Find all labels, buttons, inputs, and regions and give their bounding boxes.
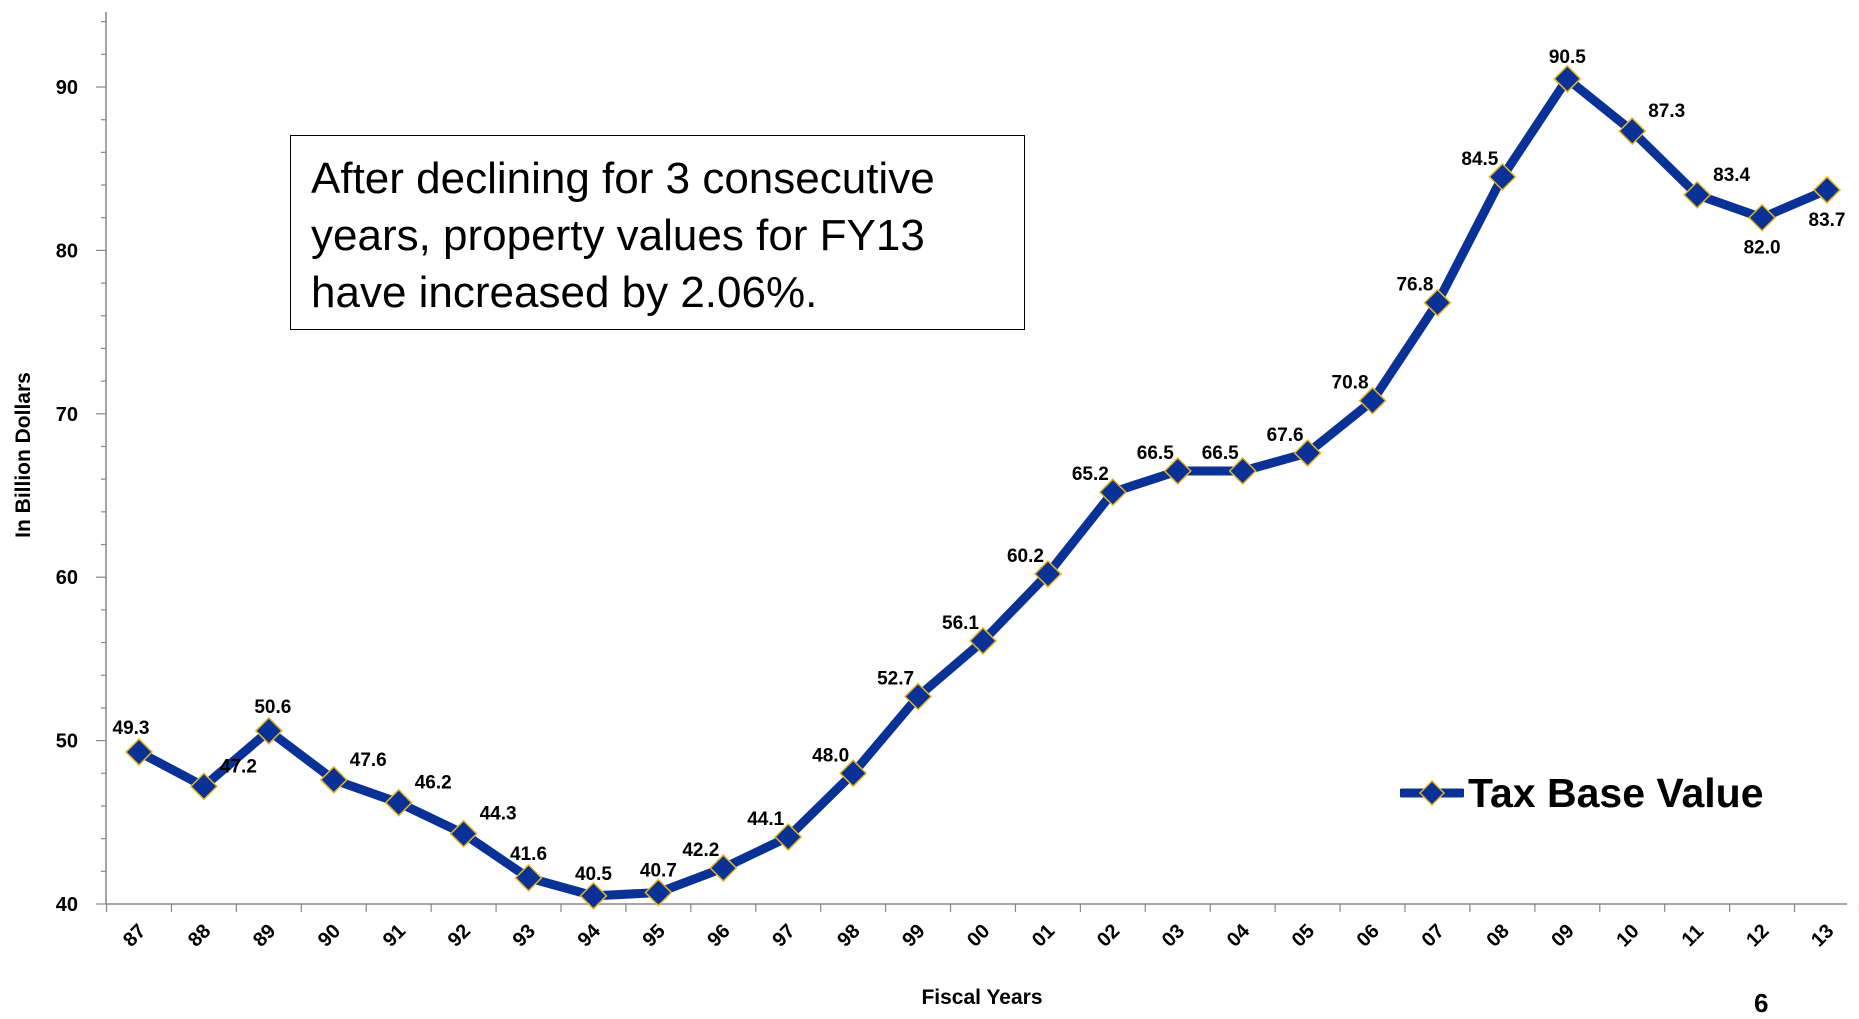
x-tick-label: 02	[1093, 920, 1124, 951]
x-tick-label: 94	[574, 919, 606, 951]
data-point-marker	[1293, 438, 1322, 468]
data-point-marker	[254, 716, 283, 745]
x-tick-label: 00	[963, 920, 994, 951]
data-label: 48.0	[812, 745, 849, 766]
data-point-marker	[1098, 478, 1127, 507]
annotation-text: After declining for 3 consecutive years,…	[311, 154, 935, 317]
data-point-marker	[644, 878, 673, 907]
data-point-marker	[124, 737, 154, 767]
chart-axes	[96, 12, 1859, 912]
data-label: 52.7	[877, 668, 914, 689]
x-tick-label: 10	[1612, 920, 1643, 951]
x-tick-label: 06	[1353, 920, 1384, 951]
data-label: 70.8	[1332, 373, 1369, 394]
x-tick-label: 92	[444, 920, 475, 951]
data-point-marker	[839, 759, 868, 788]
y-tick-label: 60	[56, 567, 78, 589]
data-point-marker	[709, 853, 738, 883]
data-label: 44.3	[480, 804, 517, 825]
data-label: 83.7	[1809, 210, 1846, 231]
data-point-marker	[1553, 64, 1582, 93]
data-label: 87.3	[1648, 101, 1685, 122]
x-tick-label: 93	[509, 920, 540, 951]
data-label: 40.7	[640, 861, 677, 882]
x-tick-label: 89	[249, 920, 280, 951]
data-point-marker	[1423, 288, 1452, 317]
data-label: 44.1	[747, 809, 784, 830]
page-number: 6	[1754, 988, 1769, 1018]
data-label: 41.6	[510, 844, 547, 865]
x-tick-label: 11	[1678, 920, 1709, 951]
data-labels-group: 49.3 47.2 50.6 47.6 46.2 44.3 41.6 40.5 40.742.2…	[113, 47, 1846, 885]
annotation-box: After declining for 3 consecutive years,…	[290, 135, 1025, 330]
x-tick-label: 01	[1028, 920, 1059, 951]
legend-label: Tax Base Value	[1468, 769, 1764, 816]
data-label: 40.5	[575, 864, 612, 885]
data-point-marker	[968, 626, 998, 655]
data-point-marker	[319, 765, 348, 794]
data-label: 49.3	[113, 718, 150, 739]
x-tick-label: 12	[1742, 920, 1773, 951]
x-tick-label: 96	[703, 920, 734, 951]
data-label: 42.2	[682, 840, 719, 861]
y-axis-title: In Billion Dollars	[12, 372, 35, 538]
x-axis-title: Fiscal Years	[921, 986, 1042, 1009]
data-point-marker	[189, 772, 218, 801]
data-label: 65.2	[1072, 464, 1109, 485]
x-tick-label: 88	[184, 920, 215, 951]
data-label: 50.6	[254, 697, 291, 718]
data-label: 67.6	[1267, 425, 1304, 446]
data-point-marker	[1748, 203, 1777, 232]
data-point-marker	[514, 863, 543, 892]
series-markers-group	[124, 64, 1842, 910]
y-tick-label: 70	[56, 404, 78, 426]
data-label: 83.4	[1713, 165, 1750, 186]
data-label: 46.2	[415, 773, 452, 794]
x-tick-label: 05	[1288, 920, 1319, 951]
x-tick-label: 13	[1807, 920, 1838, 951]
data-label: 76.8	[1396, 275, 1433, 296]
data-label: 90.5	[1549, 47, 1586, 68]
data-point-marker	[1358, 386, 1387, 415]
x-tick-label: 98	[833, 920, 864, 951]
data-label: 47.6	[350, 750, 387, 771]
data-label: 66.5	[1137, 443, 1174, 464]
data-point-marker	[384, 788, 413, 817]
data-point-marker	[1163, 456, 1192, 486]
data-label: 66.5	[1202, 443, 1239, 464]
data-point-marker	[1812, 175, 1842, 205]
x-tick-label: 03	[1158, 920, 1189, 951]
data-label: 60.2	[1007, 546, 1044, 567]
data-point-marker	[774, 822, 803, 852]
x-tick-label: 91	[379, 920, 410, 951]
x-tick-label: 87	[119, 920, 150, 951]
x-tick-label: 08	[1482, 920, 1513, 951]
data-point-marker	[904, 682, 933, 711]
x-tick-label: 99	[898, 920, 929, 951]
data-point-marker	[1228, 456, 1257, 486]
x-tick-label: 90	[314, 920, 345, 951]
legend-line-diamond-icon	[1400, 779, 1464, 807]
y-tick-label: 50	[56, 731, 78, 753]
y-tick-label: 80	[56, 240, 78, 262]
data-label: 84.5	[1461, 149, 1498, 170]
data-point-marker	[449, 819, 478, 848]
x-tick-label: 07	[1418, 920, 1449, 951]
data-label: 56.1	[942, 613, 979, 634]
x-tick-label: 95	[638, 920, 669, 951]
data-label: 82.0	[1744, 238, 1781, 259]
data-label: 47.2	[220, 756, 257, 777]
data-point-marker	[579, 881, 608, 910]
data-point-marker	[1618, 117, 1647, 146]
x-tick-label: 09	[1547, 920, 1578, 951]
data-point-marker	[1683, 180, 1712, 209]
x-tick-label: 97	[768, 920, 799, 951]
y-tick-label: 90	[56, 77, 78, 99]
data-point-marker	[1488, 162, 1517, 191]
legend: Tax Base Value	[1400, 768, 1764, 818]
y-tick-label: 40	[56, 894, 78, 916]
data-point-marker	[1033, 559, 1062, 588]
x-tick-label: 04	[1223, 919, 1255, 951]
